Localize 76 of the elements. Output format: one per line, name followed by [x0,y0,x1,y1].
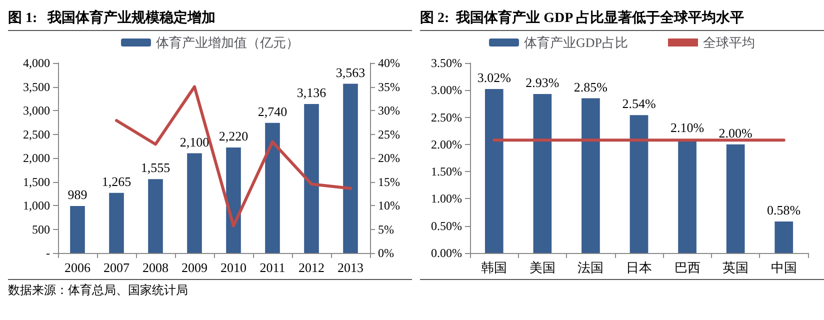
y2-tick-label: 15% [378,174,400,189]
x-tick-label: 法国 [578,260,604,275]
y-tick-label: 3,500 [23,80,50,94]
x-tick-label: 韩国 [481,260,508,275]
data-label: 2,220 [218,128,248,144]
y2-tick-label: 30% [378,104,400,118]
x-tick-label: 2012 [298,260,324,275]
y-tick-label: 2.50% [431,110,462,124]
chart-title: 图 2: 我国体育产业 GDP 占比显著低于全球平均水平 [420,8,824,31]
data-label: 3,563 [336,64,366,80]
bar [484,89,504,253]
y2-tick-label: 20% [378,151,400,165]
x-tick-label: 巴西 [674,260,700,275]
bar [582,98,600,253]
y-tick-label: 0.50% [431,218,462,233]
x-tick-label: 美国 [529,260,556,275]
bar [774,222,794,253]
y2-tick-label: 10% [378,198,400,212]
data-label: 2.93% [526,74,560,90]
bar [304,104,319,253]
x-tick-label: 日本 [626,260,652,275]
data-label: 2.85% [574,79,608,94]
y-tick-label: 1,500 [23,174,50,189]
y-tick-label: 3,000 [23,104,50,118]
legend-label: 体育产业GDP占比 [524,35,628,50]
bar [226,148,241,253]
data-label: 2.00% [718,125,753,140]
data-label: 2.54% [622,96,656,112]
y-tick-label: - [46,246,50,260]
x-tick-label: 2010 [220,260,246,275]
x-tick-label: 中国 [770,260,797,275]
y2-tick-label: 25% [378,127,400,142]
data-label: 989 [68,187,88,202]
legend-label: 全球平均 [703,35,756,50]
y-tick-label: 2,000 [23,151,50,165]
y-tick-label: 3.50% [431,56,462,70]
bar [148,179,163,253]
bar [630,115,648,253]
bar [109,192,124,253]
data-label: 2.10% [670,120,704,135]
y2-tick-label: 5% [378,222,394,236]
data-label: 1,555 [140,160,170,176]
data-label: 2,100 [180,134,210,150]
y-tick-label: 0.00% [431,246,462,260]
y-tick-label: 1,000 [23,198,50,212]
chart-title: 图 1: 我国体育产业规模稳定增加 [8,8,412,31]
data-label: 0.58% [767,202,801,218]
data-label: 2,740 [258,104,288,119]
y2-tick-label: 0% [378,246,394,260]
bar [187,153,202,253]
data-label: 1,265 [102,174,132,189]
data-label: 3,136 [296,85,327,100]
bar [265,122,280,253]
source-note: 数据来源：体育总局、国家统计局 [8,283,188,297]
y2-tick-label: 40% [378,56,400,70]
x-tick-label: 2009 [182,260,208,275]
x-tick-label: 2008 [142,260,168,275]
legend-label: 体育产业增加值（亿元） [156,35,299,50]
x-tick-label: 2011 [260,260,286,275]
y-tick-label: 1.50% [431,164,462,179]
bar [533,94,552,253]
bar [70,206,85,253]
x-tick-label: 2013 [338,260,364,275]
x-tick-label: 英国 [722,260,749,275]
bar [726,144,745,253]
y-tick-label: 2,500 [23,127,50,142]
y-tick-label: 1.00% [431,192,462,206]
data-label: 3.02% [477,70,512,86]
y2-tick-label: 35% [378,80,400,94]
x-tick-label: 2007 [104,260,130,275]
y-tick-label: 4,000 [23,56,50,70]
bar [343,84,358,253]
y-tick-label: 3.00% [431,83,462,98]
y-tick-label: 2.00% [431,137,462,152]
y-tick-label: 500 [32,222,50,236]
x-tick-label: 2006 [64,260,91,275]
